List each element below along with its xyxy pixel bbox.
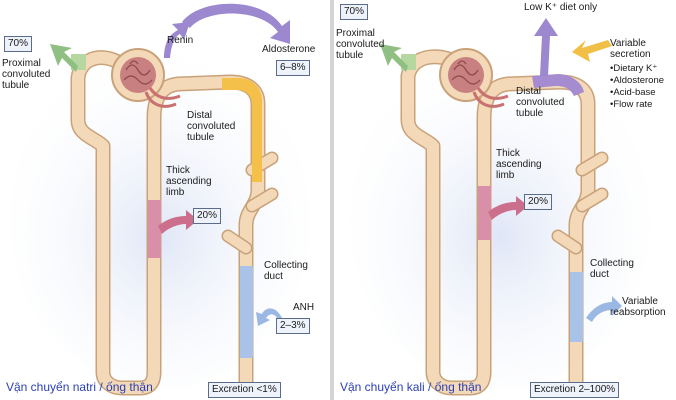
potassium-thick-arrow: [488, 196, 528, 220]
sodium-nephron: [70, 48, 279, 396]
secretion-factors-list: Dietary K⁺ Aldosterone Acid-base Flow ra…: [610, 63, 664, 111]
sodium-excretion: Excretion <1%: [208, 382, 281, 398]
panel-divider: [330, 0, 334, 400]
aldosterone-label: Aldosterone: [262, 44, 316, 55]
sodium-distal-segment: [222, 78, 262, 182]
sodium-caption: Vận chuyển natri / ống thận: [6, 380, 153, 394]
potassium-proximal-label-2: convoluted: [336, 39, 385, 50]
potassium-thick-label-1: Thick: [496, 148, 520, 159]
sodium-thick-arrow: [158, 210, 198, 234]
potassium-proximal-label-3: tubule: [336, 50, 364, 61]
secretion-factor-3: Acid-base: [610, 87, 664, 99]
sodium-collecting-segment: [240, 266, 253, 358]
sodium-proximal-label-3: tubule: [2, 80, 30, 91]
low-k-label: Low K⁺ diet only: [524, 2, 598, 13]
potassium-thick-label-3: limb: [496, 170, 515, 181]
potassium-collecting-segment: [570, 272, 583, 342]
sodium-distal-label-1: Distal: [187, 110, 213, 121]
renin-label: Renin: [167, 35, 194, 46]
potassium-proximal-percent: 70%: [340, 4, 369, 20]
sodium-collecting-label-1: Collecting: [264, 260, 308, 271]
variable-secretion-label-2: secretion: [610, 49, 651, 60]
potassium-proximal-label-1: Proximal: [336, 28, 375, 39]
sodium-thick-segment: [148, 200, 161, 258]
potassium-nephron: [400, 48, 609, 396]
sodium-thick-label-1: Thick: [166, 165, 190, 176]
anh-percent: 2–3%: [276, 318, 310, 334]
potassium-thick-label-2: ascending: [496, 159, 542, 170]
secretion-factor-1: Dietary K⁺: [610, 63, 664, 75]
aldosterone-percent: 6–8%: [276, 60, 310, 76]
potassium-collecting-label-2: duct: [590, 269, 609, 280]
secretion-factor-4: Flow rate: [610, 99, 664, 111]
potassium-distal-label-2: convoluted: [516, 97, 565, 108]
variable-reabsorption-label-2: reabsorption: [610, 307, 666, 318]
anh-label: ANH: [293, 302, 315, 313]
potassium-proximal-arrow: [380, 44, 408, 72]
anh-arrow: [256, 308, 282, 326]
sodium-proximal-arrow: [50, 44, 78, 72]
sodium-thick-label-2: ascending: [166, 176, 212, 187]
potassium-collecting-label-1: Collecting: [590, 258, 634, 269]
renin-arrow: [164, 22, 190, 58]
sodium-proximal-label-2: convoluted: [2, 69, 51, 80]
potassium-thick-segment: [478, 186, 491, 240]
potassium-distal-label-3: tubule: [516, 108, 544, 119]
variable-reabsorption-label-1: Variable: [622, 296, 658, 307]
variable-secretion-arrow: [572, 40, 612, 62]
variable-reabsorption-arrow: [586, 296, 622, 322]
sodium-proximal-label-1: Proximal: [2, 58, 41, 69]
sodium-proximal-percent: 70%: [4, 36, 33, 52]
potassium-distal-segment: [532, 74, 584, 96]
potassium-glow: [350, 50, 650, 390]
sodium-distal-label-3: tubule: [187, 132, 215, 143]
sodium-thick-label-3: limb: [166, 187, 185, 198]
sodium-collecting-label-2: duct: [264, 271, 283, 282]
aldosterone-curve-arrow: [182, 3, 290, 44]
low-k-arrow: [534, 18, 558, 76]
sodium-thick-percent: 20%: [193, 208, 222, 224]
sodium-distal-label-2: convoluted: [187, 121, 236, 132]
potassium-excretion: Excretion 2–100%: [530, 382, 620, 398]
potassium-thick-percent: 20%: [524, 194, 553, 210]
variable-secretion-label-1: Variable: [610, 38, 646, 49]
secretion-factor-2: Aldosterone: [610, 75, 664, 87]
potassium-distal-label-1: Distal: [516, 86, 542, 97]
potassium-caption: Vận chuyển kali / ống thận: [340, 380, 482, 394]
